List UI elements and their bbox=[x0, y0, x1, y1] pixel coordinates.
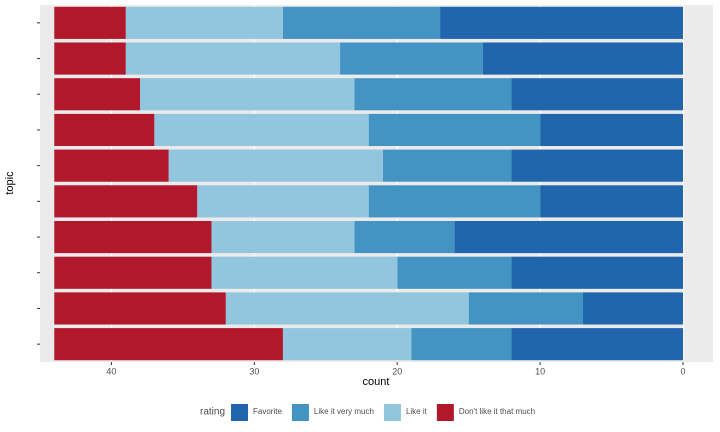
bar-segment bbox=[482, 42, 683, 75]
bar-segment bbox=[54, 6, 126, 39]
legend-label: Like it very much bbox=[314, 407, 374, 416]
bar-segment bbox=[468, 292, 583, 325]
bar-segment bbox=[282, 6, 441, 39]
bar-segment bbox=[211, 256, 398, 289]
bar-segment bbox=[54, 42, 126, 75]
bar-segment bbox=[54, 220, 212, 254]
bar-segment bbox=[540, 113, 683, 147]
bar-segment bbox=[168, 149, 383, 182]
x-tick-label: 40 bbox=[106, 366, 116, 376]
bar-segment bbox=[454, 220, 683, 254]
bar-segment bbox=[340, 42, 483, 75]
bar-segment bbox=[54, 256, 212, 289]
legend-key bbox=[231, 404, 249, 421]
legend-key bbox=[383, 404, 401, 421]
bar-segment bbox=[125, 6, 283, 39]
legend-label: Like it bbox=[406, 407, 428, 416]
x-tick-label: 10 bbox=[535, 366, 545, 376]
x-axis-title: count bbox=[363, 376, 390, 388]
bar-segment bbox=[368, 185, 541, 218]
bar-segment bbox=[154, 113, 369, 147]
bar-segment bbox=[54, 292, 226, 325]
legend-label: Don't like it that much bbox=[459, 407, 535, 416]
bar-segment bbox=[354, 220, 455, 254]
bar-segment bbox=[582, 292, 683, 325]
bar-segment bbox=[225, 292, 469, 325]
bar-segment bbox=[511, 256, 683, 289]
bar-segment bbox=[54, 185, 198, 218]
bar-segment bbox=[54, 78, 141, 111]
bar-segment bbox=[397, 256, 512, 289]
bar-segment bbox=[511, 78, 683, 111]
x-tick-label: 20 bbox=[392, 366, 402, 376]
legend-key bbox=[291, 404, 309, 421]
bar-segment bbox=[511, 149, 683, 182]
bar-segment bbox=[540, 185, 683, 218]
bar-segment bbox=[211, 220, 355, 254]
bar-segment bbox=[282, 328, 412, 361]
bar-segment bbox=[354, 78, 512, 111]
legend-key bbox=[436, 404, 454, 421]
x-tick-label: 30 bbox=[249, 366, 259, 376]
bar-segment bbox=[125, 42, 341, 75]
bar-segment bbox=[140, 78, 355, 111]
x-tick-label: 0 bbox=[680, 366, 685, 376]
bar-segment bbox=[54, 113, 155, 147]
legend-title: rating bbox=[200, 407, 225, 418]
bar-segment bbox=[511, 328, 683, 361]
bar-segment bbox=[368, 113, 541, 147]
bar-segment bbox=[382, 149, 512, 182]
bar-segment bbox=[440, 6, 683, 39]
y-axis-title: topic bbox=[4, 171, 16, 195]
bar-segment bbox=[54, 149, 169, 182]
legend-label: Favorite bbox=[253, 407, 282, 416]
bar-segment bbox=[54, 328, 283, 361]
bar-segment bbox=[197, 185, 369, 218]
bar-segment bbox=[411, 328, 512, 361]
